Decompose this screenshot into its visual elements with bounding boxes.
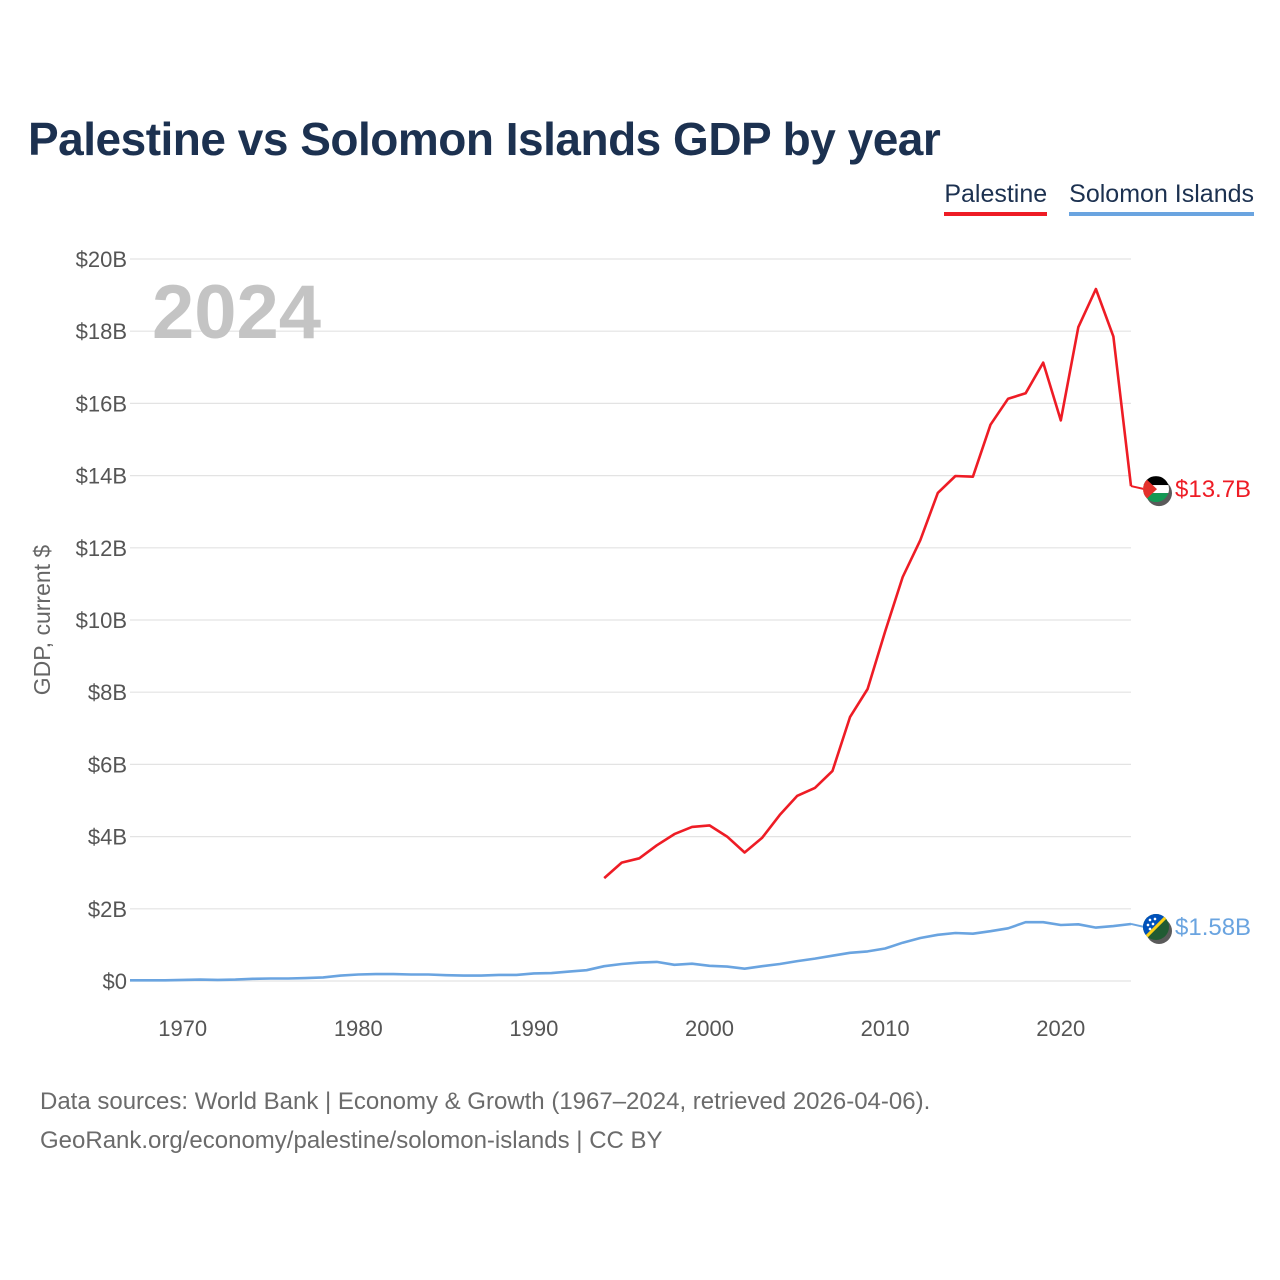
- flag-icon-palestine: [1143, 476, 1172, 507]
- series-line-solomon-islands[interactable]: [130, 920, 1132, 982]
- y-tick-label: $0: [103, 969, 127, 994]
- end-connector: [1130, 485, 1145, 491]
- legend: Palestine Solomon Islands: [944, 180, 1254, 216]
- x-axis-ticks: 1970 1980 1990 2000 2010 2020: [158, 1016, 1085, 1041]
- x-tick-label: 2020: [1036, 1016, 1085, 1041]
- footer: Data sources: World Bank | Economy & Gro…: [40, 1082, 930, 1160]
- flag-icon-solomon-islands: [1143, 913, 1172, 944]
- y-tick-label: $6B: [88, 752, 127, 777]
- end-markers: $13.7B $1.58B: [1130, 476, 1251, 944]
- year-label: 2024: [152, 270, 321, 355]
- end-value-label: $1.58B: [1175, 914, 1251, 941]
- x-tick-label: 1980: [334, 1016, 383, 1041]
- x-tick-label: 2000: [685, 1016, 734, 1041]
- y-tick-label: $8B: [88, 680, 127, 705]
- y-tick-label: $20B: [76, 247, 127, 272]
- series-line-palestine[interactable]: [603, 287, 1133, 880]
- y-tick-label: $2B: [88, 897, 127, 922]
- chart-title: Palestine vs Solomon Islands GDP by year: [28, 113, 941, 165]
- legend-item-palestine[interactable]: Palestine: [944, 180, 1048, 216]
- data-source-note: Data sources: World Bank | Economy & Gro…: [40, 1088, 931, 1115]
- x-tick-label: 1990: [509, 1016, 558, 1041]
- y-tick-label: $12B: [76, 536, 127, 561]
- y-axis-ticks: $0 $2B $4B $6B $8B $10B $12B $14B $16B $18B $20B: [76, 247, 127, 994]
- legend-item-solomon-islands[interactable]: Solomon Islands: [1069, 180, 1254, 216]
- gridlines: [130, 258, 1131, 982]
- y-tick-label: $18B: [76, 319, 127, 344]
- y-tick-label: $16B: [76, 391, 127, 416]
- series-lines: [130, 287, 1133, 982]
- y-tick-label: $4B: [88, 825, 127, 850]
- x-tick-label: 2010: [861, 1016, 910, 1041]
- y-axis-label: GDP, current $: [29, 545, 55, 696]
- y-tick-label: $14B: [76, 464, 127, 489]
- y-tick-label: $10B: [76, 608, 127, 633]
- x-tick-label: 1970: [158, 1016, 207, 1041]
- end-connector: [1130, 922, 1145, 928]
- end-value-label: $13.7B: [1175, 476, 1251, 503]
- gdp-line-chart: $0 $2B $4B $6B $8B $10B $12B $14B $16B $18B $20B 1…: [29, 247, 1251, 1041]
- attribution-link[interactable]: GeoRank.org/economy/palestine/solomon-is…: [40, 1127, 663, 1154]
